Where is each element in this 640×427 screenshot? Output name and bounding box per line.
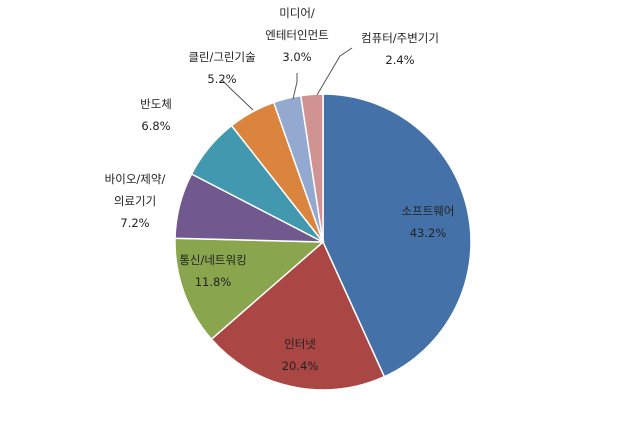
leader-line [221,79,254,111]
slice-name-label: 미디어/ [279,6,315,20]
slice-value-label: 11.8% [195,275,232,289]
slice-label: 소프트웨어 43.2% [402,204,455,240]
slice-label: 반도체 6.8% [140,97,172,133]
slice-name-label: 엔테터인먼트 [265,28,328,42]
slice-name-label: 클린/그린기술 [188,50,255,64]
leader-line [316,47,353,96]
slice-label: 미디어/엔테터인먼트 3.0% [265,6,328,64]
slice-label: 바이오/제약/의료기기 7.2% [105,172,166,230]
slice-label: 인터넷 20.4% [282,337,319,373]
slice-value-label: 7.2% [120,216,149,230]
pie-slice [174,237,325,341]
leader-line [292,73,298,100]
slice-name-label: 반도체 [140,97,172,111]
pie-slice [210,240,386,391]
slice-value-label: 43.2% [410,226,447,240]
slice-value-label: 6.8% [141,119,170,133]
slice-value-label: 2.4% [385,53,414,67]
slice-name-label: 소프트웨어 [402,204,455,218]
slice-label: 컴퓨터/주변기기 2.4% [361,31,439,67]
slice-label: 통신/네트워킹 11.8% [179,253,246,289]
pie-slice [299,93,324,243]
slice-name-label: 의료기기 [114,194,156,208]
slice-value-label: 5.2% [207,72,236,86]
slice-name-label: 컴퓨터/주변기기 [361,31,439,45]
slice-value-label: 20.4% [282,359,319,373]
slice-label: 클린/그린기술 5.2% [188,50,255,86]
slice-name-label: 통신/네트워킹 [179,253,246,267]
pie-slice [322,93,472,378]
slice-name-label: 바이오/제약/ [105,172,166,186]
slice-value-label: 3.0% [282,50,311,64]
pie-slices [174,93,472,391]
slice-name-label: 인터넷 [284,337,316,351]
